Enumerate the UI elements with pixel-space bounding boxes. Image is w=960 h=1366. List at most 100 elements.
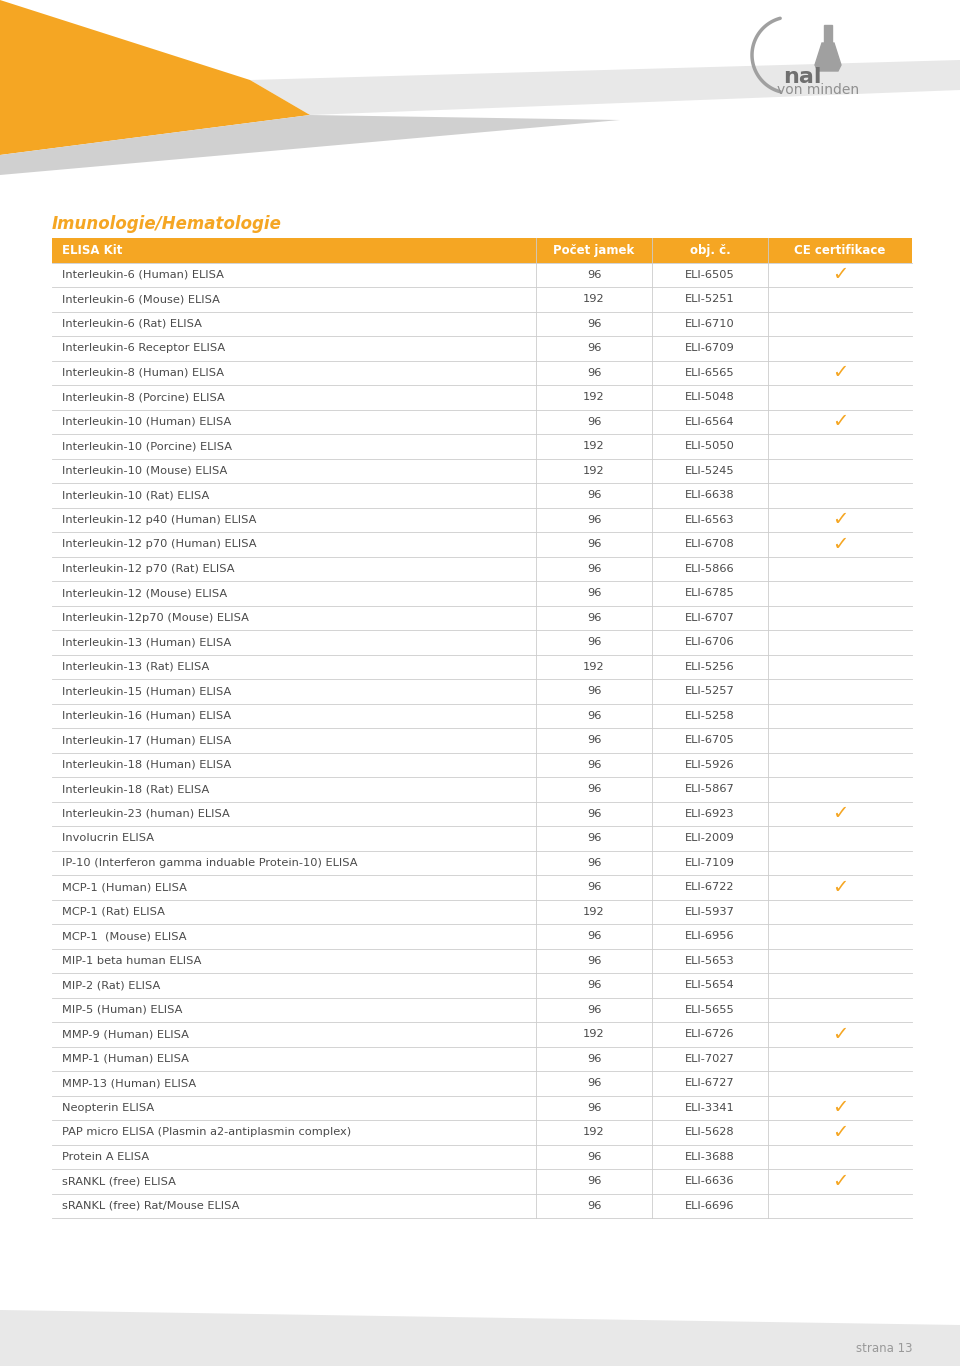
Text: 96: 96 (587, 1152, 601, 1161)
Text: 96: 96 (587, 1078, 601, 1089)
Text: Interleukin-17 (Human) ELISA: Interleukin-17 (Human) ELISA (62, 735, 231, 746)
Text: 96: 96 (587, 367, 601, 378)
Text: Interleukin-12 p70 (Rat) ELISA: Interleukin-12 p70 (Rat) ELISA (62, 564, 234, 574)
Text: PAP micro ELISA (Plasmin a2-antiplasmin complex): PAP micro ELISA (Plasmin a2-antiplasmin … (62, 1127, 351, 1138)
Text: ELI-5866: ELI-5866 (685, 564, 734, 574)
Text: MCP-1  (Mouse) ELISA: MCP-1 (Mouse) ELISA (62, 932, 186, 941)
Text: ✓: ✓ (831, 413, 849, 432)
Text: MIP-2 (Rat) ELISA: MIP-2 (Rat) ELISA (62, 981, 160, 990)
Text: ELI-7027: ELI-7027 (685, 1053, 734, 1064)
Text: sRANKL (free) Rat/Mouse ELISA: sRANKL (free) Rat/Mouse ELISA (62, 1201, 239, 1210)
Text: MMP-1 (Human) ELISA: MMP-1 (Human) ELISA (62, 1053, 189, 1064)
Text: 192: 192 (583, 661, 605, 672)
Text: ✓: ✓ (831, 805, 849, 824)
Text: 96: 96 (587, 932, 601, 941)
Text: ELI-3688: ELI-3688 (685, 1152, 734, 1161)
Text: ELI-6708: ELI-6708 (685, 540, 734, 549)
Text: ELI-2009: ELI-2009 (685, 833, 734, 843)
Text: Interleukin-13 (Rat) ELISA: Interleukin-13 (Rat) ELISA (62, 661, 209, 672)
Text: 192: 192 (583, 1029, 605, 1040)
Polygon shape (0, 115, 620, 175)
Text: 96: 96 (587, 589, 601, 598)
Text: MCP-1 (Rat) ELISA: MCP-1 (Rat) ELISA (62, 907, 165, 917)
Text: Interleukin-10 (Mouse) ELISA: Interleukin-10 (Mouse) ELISA (62, 466, 228, 475)
Text: Interleukin-13 (Human) ELISA: Interleukin-13 (Human) ELISA (62, 638, 231, 647)
Text: MMP-13 (Human) ELISA: MMP-13 (Human) ELISA (62, 1078, 196, 1089)
Text: Interleukin-6 Receptor ELISA: Interleukin-6 Receptor ELISA (62, 343, 226, 354)
Text: Interleukin-6 (Human) ELISA: Interleukin-6 (Human) ELISA (62, 269, 224, 280)
Text: ELI-5050: ELI-5050 (685, 441, 735, 451)
Text: 96: 96 (587, 759, 601, 770)
Text: 96: 96 (587, 564, 601, 574)
Text: MMP-9 (Human) ELISA: MMP-9 (Human) ELISA (62, 1029, 189, 1040)
Text: 96: 96 (587, 269, 601, 280)
Text: Interleukin-12 (Mouse) ELISA: Interleukin-12 (Mouse) ELISA (62, 589, 228, 598)
Text: ELI-6709: ELI-6709 (685, 343, 734, 354)
Text: 96: 96 (587, 1176, 601, 1186)
Text: Interleukin-6 (Rat) ELISA: Interleukin-6 (Rat) ELISA (62, 318, 202, 329)
Text: 96: 96 (587, 956, 601, 966)
Text: ELI-5653: ELI-5653 (685, 956, 734, 966)
Text: ELI-6722: ELI-6722 (685, 882, 734, 892)
Text: ELI-5245: ELI-5245 (685, 466, 734, 475)
Text: ELI-6565: ELI-6565 (685, 367, 734, 378)
Text: ELI-6710: ELI-6710 (685, 318, 734, 329)
Text: 192: 192 (583, 907, 605, 917)
Text: 192: 192 (583, 392, 605, 402)
Text: Interleukin-6 (Mouse) ELISA: Interleukin-6 (Mouse) ELISA (62, 294, 220, 305)
Text: CE certifikace: CE certifikace (794, 243, 886, 257)
Text: ELI-5628: ELI-5628 (685, 1127, 734, 1138)
Text: ELI-5926: ELI-5926 (685, 759, 734, 770)
Text: ELI-6563: ELI-6563 (685, 515, 734, 525)
Polygon shape (250, 60, 960, 115)
Text: ✓: ✓ (831, 1024, 849, 1044)
Text: ELI-6923: ELI-6923 (685, 809, 734, 818)
Text: ELI-7109: ELI-7109 (685, 858, 735, 867)
Text: obj. č.: obj. č. (689, 243, 731, 257)
Text: 96: 96 (587, 1053, 601, 1064)
Text: ✓: ✓ (831, 363, 849, 382)
Text: sRANKL (free) ELISA: sRANKL (free) ELISA (62, 1176, 176, 1186)
Text: ELI-5251: ELI-5251 (685, 294, 734, 305)
Text: von minden: von minden (777, 83, 859, 97)
Text: ✓: ✓ (831, 511, 849, 529)
Text: ELI-6705: ELI-6705 (685, 735, 734, 746)
Text: 96: 96 (587, 1201, 601, 1210)
Text: nal: nal (782, 67, 821, 87)
Text: ELI-5048: ELI-5048 (685, 392, 734, 402)
Text: Interleukin-8 (Human) ELISA: Interleukin-8 (Human) ELISA (62, 367, 224, 378)
Text: Involucrin ELISA: Involucrin ELISA (62, 833, 154, 843)
Text: MIP-5 (Human) ELISA: MIP-5 (Human) ELISA (62, 1005, 182, 1015)
Text: Interleukin-16 (Human) ELISA: Interleukin-16 (Human) ELISA (62, 710, 231, 721)
Text: Interleukin-12 p70 (Human) ELISA: Interleukin-12 p70 (Human) ELISA (62, 540, 256, 549)
Text: Interleukin-12 p40 (Human) ELISA: Interleukin-12 p40 (Human) ELISA (62, 515, 256, 525)
Text: 96: 96 (587, 858, 601, 867)
Text: Interleukin-23 (human) ELISA: Interleukin-23 (human) ELISA (62, 809, 229, 818)
Text: MIP-1 beta human ELISA: MIP-1 beta human ELISA (62, 956, 202, 966)
Polygon shape (0, 1310, 960, 1366)
Text: Interleukin-10 (Human) ELISA: Interleukin-10 (Human) ELISA (62, 417, 231, 426)
Text: ELI-6696: ELI-6696 (685, 1201, 734, 1210)
Text: 96: 96 (587, 343, 601, 354)
Text: ELI-6638: ELI-6638 (685, 490, 734, 500)
Text: 96: 96 (587, 686, 601, 697)
Text: 96: 96 (587, 809, 601, 818)
Text: ELI-6706: ELI-6706 (685, 638, 734, 647)
Text: 96: 96 (587, 735, 601, 746)
Text: 192: 192 (583, 466, 605, 475)
Text: ELISA Kit: ELISA Kit (62, 243, 122, 257)
Text: 192: 192 (583, 441, 605, 451)
Text: Interleukin-10 (Porcine) ELISA: Interleukin-10 (Porcine) ELISA (62, 441, 232, 451)
Text: 96: 96 (587, 710, 601, 721)
Text: 96: 96 (587, 540, 601, 549)
Text: 96: 96 (587, 318, 601, 329)
Text: ELI-5867: ELI-5867 (685, 784, 734, 794)
Text: 96: 96 (587, 882, 601, 892)
Text: Neopterin ELISA: Neopterin ELISA (62, 1102, 155, 1113)
Text: Interleukin-18 (Human) ELISA: Interleukin-18 (Human) ELISA (62, 759, 231, 770)
Text: IP-10 (Interferon gamma induable Protein-10) ELISA: IP-10 (Interferon gamma induable Protein… (62, 858, 357, 867)
Polygon shape (0, 0, 310, 154)
Polygon shape (824, 25, 832, 42)
Text: Imunologie/Hematologie: Imunologie/Hematologie (52, 214, 282, 234)
Text: 192: 192 (583, 294, 605, 305)
